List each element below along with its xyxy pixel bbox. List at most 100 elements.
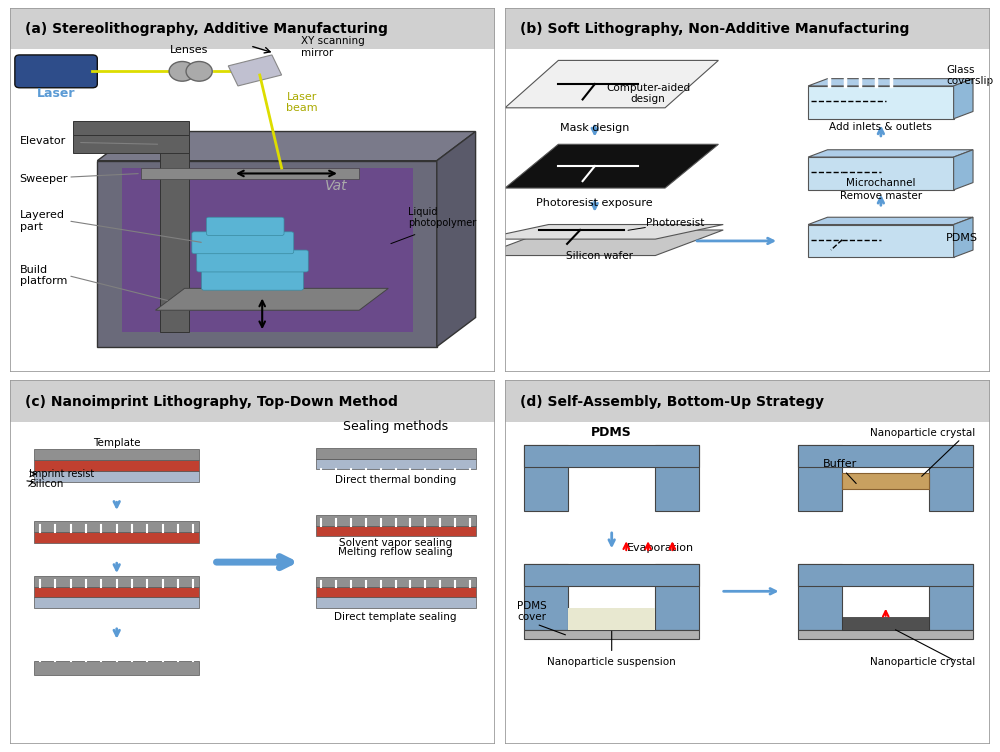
Text: Buffer: Buffer: [823, 459, 857, 468]
FancyBboxPatch shape: [316, 598, 476, 608]
FancyBboxPatch shape: [842, 617, 929, 629]
FancyBboxPatch shape: [34, 575, 199, 587]
FancyBboxPatch shape: [34, 598, 199, 608]
Text: Elevator: Elevator: [20, 135, 66, 146]
Polygon shape: [73, 135, 189, 153]
Text: Direct thermal bonding: Direct thermal bonding: [335, 475, 456, 484]
Text: Microchannel: Microchannel: [846, 178, 916, 188]
FancyBboxPatch shape: [524, 564, 699, 586]
FancyBboxPatch shape: [192, 232, 294, 253]
FancyBboxPatch shape: [34, 660, 199, 675]
Text: Sealing methods: Sealing methods: [343, 420, 448, 433]
Circle shape: [186, 62, 212, 81]
FancyBboxPatch shape: [655, 564, 699, 629]
FancyBboxPatch shape: [15, 55, 97, 88]
FancyBboxPatch shape: [842, 473, 929, 489]
FancyBboxPatch shape: [10, 380, 495, 422]
FancyBboxPatch shape: [34, 532, 199, 543]
Polygon shape: [808, 225, 954, 257]
FancyBboxPatch shape: [505, 8, 990, 50]
Text: Photoresist: Photoresist: [646, 218, 704, 229]
Polygon shape: [808, 157, 954, 190]
Polygon shape: [228, 55, 282, 86]
Polygon shape: [156, 288, 388, 311]
Text: (c) Nanoimprint Lithography, Top-Down Method: (c) Nanoimprint Lithography, Top-Down Me…: [25, 395, 397, 408]
Polygon shape: [808, 150, 973, 157]
FancyBboxPatch shape: [798, 564, 973, 586]
FancyBboxPatch shape: [316, 526, 476, 536]
Polygon shape: [505, 144, 718, 188]
Polygon shape: [97, 161, 437, 347]
Text: XY scanning
mirror: XY scanning mirror: [301, 36, 365, 58]
FancyBboxPatch shape: [202, 268, 303, 290]
FancyBboxPatch shape: [206, 217, 284, 235]
Text: Vat: Vat: [325, 179, 348, 193]
Text: Nanoparticle suspension: Nanoparticle suspension: [547, 657, 676, 667]
FancyBboxPatch shape: [798, 564, 842, 629]
Text: Glass
coverslip: Glass coverslip: [946, 65, 993, 86]
FancyBboxPatch shape: [524, 629, 699, 638]
FancyBboxPatch shape: [316, 587, 476, 598]
Polygon shape: [808, 79, 973, 86]
Text: Melting reflow sealing: Melting reflow sealing: [338, 547, 453, 556]
FancyBboxPatch shape: [798, 445, 842, 511]
Text: (b) Soft Lithography, Non-Additive Manufacturing: (b) Soft Lithography, Non-Additive Manuf…: [520, 23, 909, 36]
Text: Silicon: Silicon: [29, 479, 64, 489]
Text: Nanoparticle crystal: Nanoparticle crystal: [870, 429, 975, 438]
Polygon shape: [97, 132, 476, 161]
Polygon shape: [954, 150, 973, 190]
Text: Lenses: Lenses: [170, 45, 209, 55]
Polygon shape: [160, 139, 189, 332]
FancyBboxPatch shape: [316, 577, 476, 587]
Text: (d) Self-Assembly, Bottom-Up Strategy: (d) Self-Assembly, Bottom-Up Strategy: [520, 395, 824, 408]
Text: Computer-aided
design: Computer-aided design: [606, 83, 690, 105]
FancyBboxPatch shape: [798, 445, 973, 467]
Polygon shape: [122, 168, 413, 332]
FancyBboxPatch shape: [34, 449, 199, 460]
Circle shape: [169, 62, 195, 81]
Text: PDMS
cover: PDMS cover: [517, 601, 547, 623]
Text: Imprint resist: Imprint resist: [29, 468, 95, 479]
Polygon shape: [141, 168, 359, 179]
Text: Remove master: Remove master: [840, 191, 922, 202]
Text: Layered
part: Layered part: [20, 210, 65, 232]
FancyBboxPatch shape: [34, 471, 199, 482]
FancyBboxPatch shape: [798, 629, 973, 638]
FancyBboxPatch shape: [34, 460, 199, 471]
FancyBboxPatch shape: [524, 445, 568, 511]
Text: PDMS: PDMS: [946, 233, 978, 243]
FancyBboxPatch shape: [929, 564, 973, 629]
Polygon shape: [808, 86, 954, 119]
Text: Solvent vapor sealing: Solvent vapor sealing: [339, 538, 452, 548]
FancyBboxPatch shape: [655, 445, 699, 511]
Polygon shape: [505, 60, 718, 108]
Text: Template: Template: [93, 438, 140, 448]
FancyBboxPatch shape: [505, 380, 990, 422]
FancyBboxPatch shape: [929, 445, 973, 511]
FancyBboxPatch shape: [197, 250, 308, 272]
Text: Evaporation: Evaporation: [627, 543, 694, 553]
FancyBboxPatch shape: [316, 448, 476, 459]
Text: Add inlets & outlets: Add inlets & outlets: [829, 122, 932, 132]
FancyBboxPatch shape: [34, 587, 199, 598]
Text: Nanoparticle crystal: Nanoparticle crystal: [870, 657, 975, 667]
Text: PDMS: PDMS: [591, 426, 632, 439]
Text: Photoresist exposure: Photoresist exposure: [536, 198, 653, 208]
Text: (a) Stereolithography, Additive Manufacturing: (a) Stereolithography, Additive Manufact…: [25, 23, 387, 36]
Polygon shape: [808, 217, 973, 225]
Text: Sweeper: Sweeper: [20, 174, 68, 184]
FancyBboxPatch shape: [316, 515, 476, 526]
FancyBboxPatch shape: [73, 120, 189, 135]
FancyBboxPatch shape: [568, 608, 655, 629]
FancyBboxPatch shape: [524, 564, 568, 629]
Polygon shape: [481, 230, 723, 256]
Text: Direct template sealing: Direct template sealing: [334, 611, 457, 622]
FancyBboxPatch shape: [10, 8, 495, 50]
FancyBboxPatch shape: [316, 459, 476, 468]
Polygon shape: [437, 132, 476, 347]
FancyBboxPatch shape: [34, 521, 199, 532]
Polygon shape: [954, 217, 973, 257]
FancyBboxPatch shape: [524, 445, 699, 467]
Text: Silicon wafer: Silicon wafer: [566, 251, 633, 261]
Text: Laser: Laser: [37, 87, 75, 100]
